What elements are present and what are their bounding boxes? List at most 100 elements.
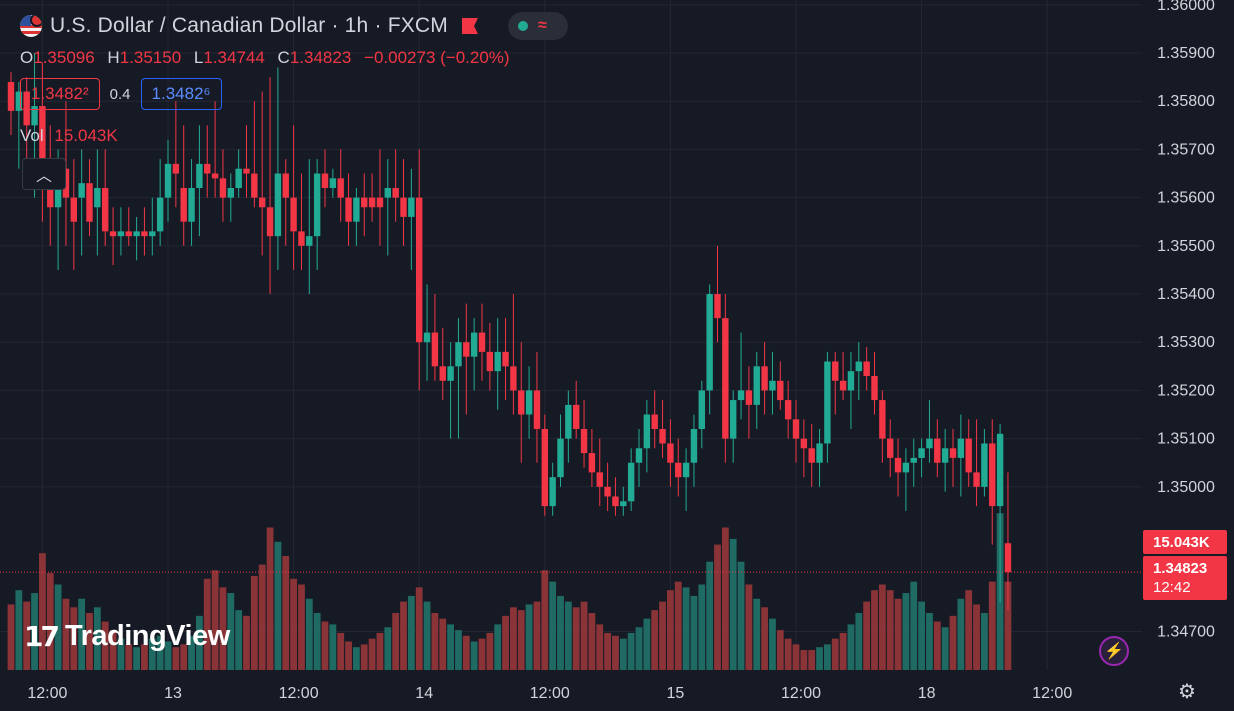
candle-body <box>384 187 391 198</box>
tradingview-logo-text: TradingView <box>64 620 230 652</box>
open-key: O <box>20 48 34 67</box>
candle-body <box>211 173 219 179</box>
volume-bar <box>737 561 745 670</box>
sell-button[interactable]: 1.3482² <box>20 78 100 110</box>
candle-body <box>141 231 148 237</box>
volume-bar <box>298 584 305 670</box>
volume-bar <box>415 587 423 670</box>
candle-body <box>502 351 509 367</box>
candle-body <box>604 486 611 497</box>
candle-body <box>745 390 753 405</box>
candle-body <box>243 168 250 174</box>
tradingview-logo: 17 TradingView <box>24 620 230 653</box>
volume-bar <box>23 601 31 670</box>
candle-body <box>965 438 972 473</box>
volume-bar <box>792 644 800 670</box>
volume-bar <box>753 598 761 670</box>
candle-body <box>510 366 517 391</box>
volume-bar <box>101 621 109 670</box>
candle-body <box>290 197 297 232</box>
candle-body <box>156 197 164 232</box>
candle-body <box>439 366 446 381</box>
market-open-dot-icon <box>518 21 528 31</box>
candle-body <box>251 173 258 198</box>
candle-body <box>847 371 855 391</box>
candle-body <box>580 428 588 454</box>
volume-bar <box>604 632 611 670</box>
symbol-title[interactable]: U.S. Dollar / Canadian Dollar · 1h · FXC… <box>50 14 448 37</box>
volume-bar <box>290 578 297 670</box>
volume-bar <box>706 561 714 670</box>
candle-body <box>94 187 101 208</box>
candle-body <box>690 428 698 463</box>
volume-bar <box>219 587 227 670</box>
candle-body <box>196 163 203 188</box>
volume-bar <box>682 587 690 670</box>
volume-bar <box>54 584 62 670</box>
volume-bar <box>635 627 643 670</box>
volume-bar <box>478 638 486 670</box>
candle-body <box>321 173 329 188</box>
bar-countdown: 12:42 <box>1153 579 1191 596</box>
candle-body <box>957 438 965 458</box>
volume-bar <box>141 644 148 670</box>
candle-body <box>282 173 289 198</box>
volume-bar <box>78 598 86 670</box>
candle-body <box>227 187 234 198</box>
volume-bar <box>337 632 345 670</box>
candle-body <box>894 457 902 473</box>
candle-body <box>204 163 211 174</box>
candle-body <box>102 187 109 232</box>
volume-value: 15.043K <box>54 126 118 145</box>
volume-bar <box>196 615 203 670</box>
volume-bar <box>643 618 651 670</box>
volume-bar <box>627 632 635 670</box>
volume-bar <box>824 644 831 670</box>
volume-bar <box>1004 581 1012 670</box>
candle-body <box>47 173 54 208</box>
volume-bar <box>973 604 980 670</box>
low-key: L <box>193 48 204 67</box>
candle-body <box>808 448 815 463</box>
candle-body <box>494 351 501 372</box>
market-status-pill[interactable]: ≈ <box>508 12 568 40</box>
volume-bar <box>407 595 415 670</box>
volume-bar <box>784 638 792 670</box>
volume-bar <box>808 650 816 670</box>
x-tick-label: 13 <box>164 685 182 702</box>
candle-body <box>651 414 658 429</box>
y-tick-label: 1.35500 <box>1157 238 1215 255</box>
open-value: 1.35096 <box>33 48 95 67</box>
volume-bar <box>949 615 957 670</box>
volume-bar <box>886 590 894 670</box>
candle-body <box>596 472 603 487</box>
volume-bar <box>7 604 15 670</box>
volume-bar <box>941 627 949 670</box>
volume-bar <box>243 615 250 670</box>
lightning-icon[interactable]: ⚡ <box>1099 636 1129 666</box>
volume-bar <box>329 624 337 670</box>
flag-marker-icon[interactable] <box>462 18 478 34</box>
volume-bar <box>384 627 392 670</box>
buy-button[interactable]: 1.3482⁶ <box>140 78 222 110</box>
volume-bar <box>305 598 313 670</box>
candle-body <box>164 163 172 198</box>
x-tick-label: 15 <box>667 685 685 702</box>
settings-gear-icon[interactable]: ⚙ <box>1178 680 1196 703</box>
candle-body <box>981 443 988 487</box>
candle-body <box>675 462 682 478</box>
collapse-legend-button[interactable]: ︿ <box>22 158 66 190</box>
candle-body <box>784 400 792 420</box>
volume-bar <box>180 644 188 670</box>
volume-bar <box>981 613 988 670</box>
volume-bar <box>776 630 784 670</box>
candle-body <box>31 106 38 126</box>
candle-body <box>620 501 627 507</box>
volume-bar <box>533 601 541 670</box>
volume-bar <box>462 635 470 670</box>
volume-bar <box>274 541 282 670</box>
candle-body <box>557 438 564 478</box>
candle-body <box>345 197 352 222</box>
volume-bar <box>729 538 737 670</box>
